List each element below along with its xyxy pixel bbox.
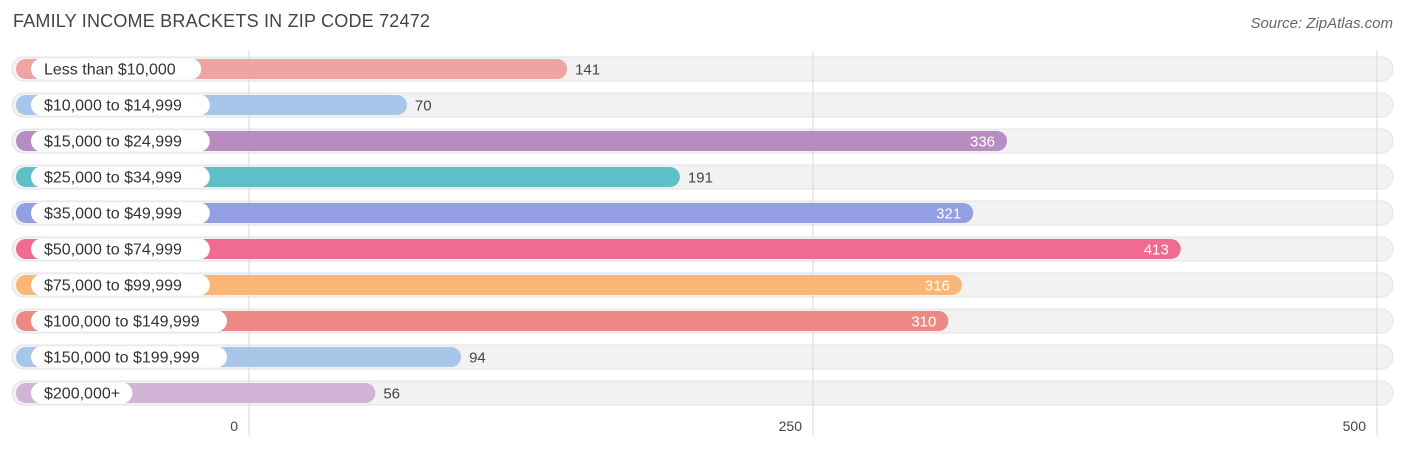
bar bbox=[16, 275, 962, 295]
category-pill bbox=[31, 94, 210, 116]
category-label: $100,000 to $149,999 bbox=[44, 314, 200, 331]
category-pill bbox=[31, 346, 227, 368]
value-label: 70 bbox=[415, 98, 432, 115]
value-label: 321 bbox=[936, 206, 961, 223]
category-pill bbox=[31, 310, 227, 332]
value-label: 336 bbox=[970, 134, 995, 151]
value-label: 413 bbox=[1144, 242, 1169, 259]
category-label: $15,000 to $24,999 bbox=[44, 134, 182, 151]
chart-title: FAMILY INCOME BRACKETS IN ZIP CODE 72472 bbox=[13, 11, 431, 31]
chart-source: Source: ZipAtlas.com bbox=[1250, 15, 1393, 32]
category-pill bbox=[31, 202, 210, 224]
tick-label: 500 bbox=[1343, 418, 1367, 434]
category-label: $150,000 to $199,999 bbox=[44, 350, 200, 367]
bar bbox=[16, 239, 1181, 259]
category-pill bbox=[31, 166, 210, 188]
category-label: $25,000 to $34,999 bbox=[44, 170, 182, 187]
category-pill bbox=[31, 238, 210, 260]
category-label: $75,000 to $99,999 bbox=[44, 278, 182, 295]
category-pill bbox=[31, 130, 210, 152]
category-pill bbox=[31, 274, 210, 296]
tick-label: 0 bbox=[230, 418, 238, 434]
value-label: 56 bbox=[383, 386, 400, 403]
category-label: $10,000 to $14,999 bbox=[44, 98, 182, 115]
value-label: 94 bbox=[469, 350, 486, 367]
bar bbox=[16, 311, 949, 331]
category-label: $200,000+ bbox=[44, 386, 120, 403]
tick-label: 250 bbox=[779, 418, 803, 434]
value-label: 141 bbox=[575, 62, 600, 79]
category-label: Less than $10,000 bbox=[44, 62, 176, 79]
bar bbox=[16, 203, 974, 223]
category-label: $35,000 to $49,999 bbox=[44, 206, 182, 223]
category-pill bbox=[31, 382, 133, 404]
category-label: $50,000 to $74,999 bbox=[44, 242, 182, 259]
bar bbox=[16, 131, 1008, 151]
value-label: 310 bbox=[911, 314, 936, 331]
value-label: 191 bbox=[688, 170, 713, 187]
category-pill bbox=[31, 58, 202, 80]
value-label: 316 bbox=[925, 278, 950, 295]
